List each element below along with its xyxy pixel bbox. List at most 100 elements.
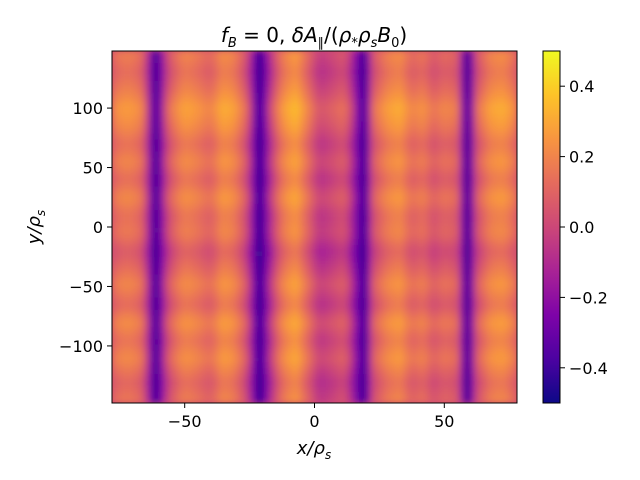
heatmap-cell [449, 191, 456, 199]
heatmap-cell [163, 220, 170, 228]
heatmap-cell [241, 302, 248, 310]
heatmap-cell [210, 103, 217, 111]
heatmap-cell [189, 396, 196, 403]
heatmap-cell [288, 261, 295, 269]
heatmap-cell [308, 349, 315, 357]
heatmap-cell [127, 367, 134, 375]
heatmap-cell [407, 273, 414, 281]
heatmap-cell [506, 161, 513, 169]
heatmap-cell [334, 103, 341, 111]
heatmap-cell [386, 291, 393, 298]
heatmap-cell [132, 167, 139, 175]
heatmap-cell [153, 320, 160, 328]
heatmap-cell [391, 91, 399, 99]
heatmap-cell [417, 361, 425, 369]
heatmap-cell [433, 91, 440, 99]
heatmap-cell [449, 361, 456, 369]
heatmap-cell [112, 384, 118, 392]
heatmap-cell [184, 367, 191, 375]
heatmap-cell [381, 337, 388, 345]
heatmap-cell [469, 232, 476, 240]
heatmap-cell [256, 132, 264, 140]
heatmap-cell [485, 390, 492, 398]
heatmap-cell [314, 115, 321, 122]
heatmap-cell [391, 56, 399, 64]
heatmap-cell [454, 214, 461, 222]
heatmap-cell [454, 285, 461, 293]
heatmap-cell [438, 103, 445, 111]
heatmap-cell [251, 173, 258, 181]
heatmap-cell [345, 244, 352, 251]
heatmap-cell [397, 390, 404, 398]
heatmap-cell [220, 185, 227, 193]
heatmap-cell [251, 120, 258, 128]
heatmap-cell [329, 343, 336, 351]
heatmap-cell [397, 203, 404, 210]
heatmap-cell [428, 73, 435, 81]
heatmap-cell [506, 355, 513, 363]
heatmap-cell [397, 285, 404, 293]
heatmap-cell [355, 167, 362, 175]
heatmap-cell [474, 267, 482, 275]
heatmap-cell [293, 332, 300, 339]
heatmap-cell [127, 279, 134, 287]
heatmap-cell [469, 314, 476, 322]
heatmap-cell [277, 367, 284, 375]
heatmap-cell [127, 361, 134, 369]
heatmap-cell [443, 367, 450, 375]
heatmap-cell [163, 68, 170, 75]
heatmap-cell [360, 56, 367, 64]
heatmap-cell [438, 238, 445, 246]
heatmap-cell [360, 384, 367, 392]
heatmap-cell [230, 285, 238, 293]
heatmap-cell [334, 373, 341, 381]
heatmap-cell [474, 273, 482, 281]
heatmap-cell [137, 384, 144, 392]
heatmap-cell [303, 97, 310, 105]
heatmap-cell [262, 384, 269, 392]
heatmap-cell [391, 332, 399, 339]
heatmap-cell [449, 320, 456, 328]
heatmap-cell [391, 167, 399, 175]
heatmap-cell [500, 91, 508, 99]
heatmap-cell [433, 138, 440, 146]
heatmap-cell [407, 261, 414, 269]
heatmap-cell [412, 208, 419, 216]
heatmap-cell [339, 320, 347, 328]
heatmap-cell [256, 179, 264, 187]
heatmap-cell [376, 68, 383, 75]
heatmap-cell [282, 79, 290, 87]
heatmap-cell [511, 79, 517, 87]
heatmap-cell [454, 320, 461, 328]
heatmap-cell [256, 73, 264, 81]
heatmap-cell [407, 367, 414, 375]
heatmap-cell [350, 390, 357, 398]
heatmap-cell [454, 85, 461, 93]
heatmap-cell [490, 261, 497, 269]
heatmap-cell [433, 337, 440, 345]
heatmap-cell [423, 302, 430, 310]
heatmap-cell [314, 261, 321, 269]
heatmap-cell [194, 308, 201, 316]
heatmap-cell [121, 273, 129, 281]
heatmap-cell [225, 197, 232, 205]
heatmap-cell [485, 384, 492, 392]
heatmap-cell [215, 267, 222, 275]
heatmap-cell [158, 126, 165, 134]
heatmap-cell [381, 296, 388, 304]
heatmap-cell [184, 390, 191, 398]
heatmap-cell [345, 379, 352, 386]
heatmap-cell [464, 337, 471, 345]
heatmap-cell [204, 261, 212, 269]
heatmap-cell [511, 62, 517, 70]
heatmap-cell [443, 337, 450, 345]
heatmap-cell [350, 191, 357, 199]
heatmap-cell [215, 308, 222, 316]
heatmap-cell [230, 120, 238, 128]
heatmap-cell [230, 179, 238, 187]
heatmap-cell [324, 138, 331, 146]
heatmap-cell [334, 51, 341, 58]
heatmap-cell [267, 226, 274, 234]
heatmap-cell [225, 103, 232, 111]
heatmap-cell [345, 308, 352, 316]
